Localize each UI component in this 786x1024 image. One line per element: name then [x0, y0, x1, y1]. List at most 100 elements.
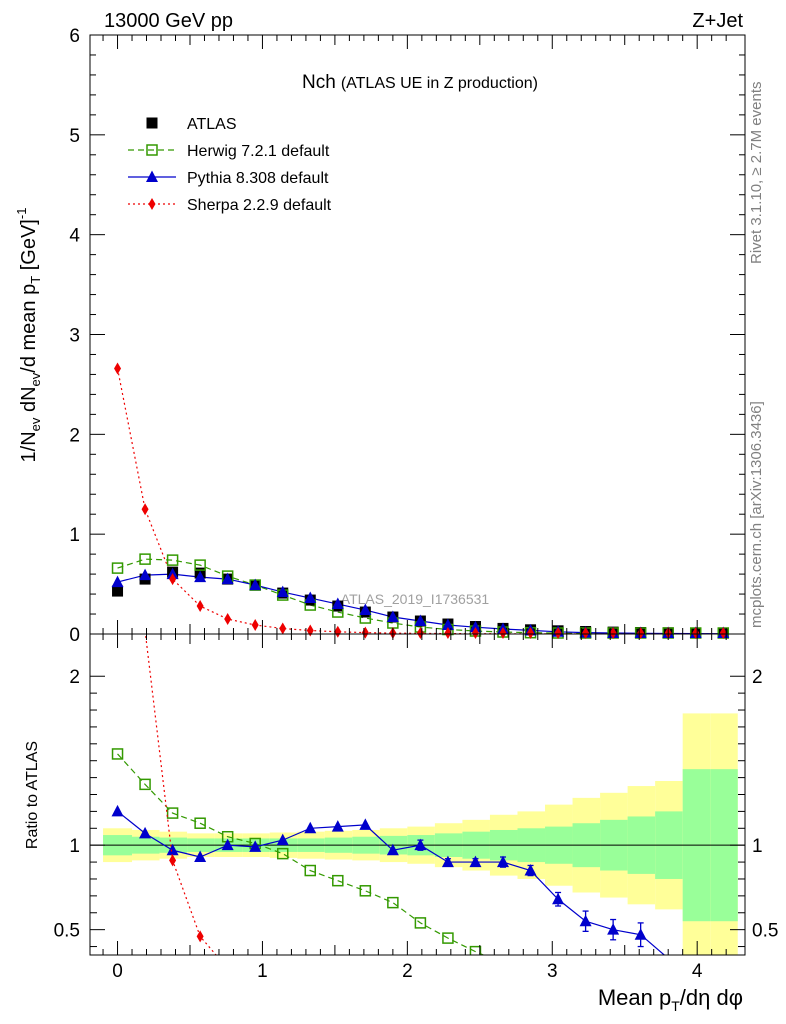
- y-tick-label: 6: [69, 26, 80, 47]
- pythia-point: [386, 610, 399, 623]
- header-left: 13000 GeV pp: [104, 10, 233, 32]
- herwig-ratio-point: [139, 778, 151, 791]
- herwig-ratio-line: [117, 753, 485, 955]
- pythia-ratio-point: [221, 838, 234, 851]
- sherpa-point: [169, 573, 177, 586]
- watermark: ATLAS_2019_I1736531: [341, 591, 490, 607]
- ratio-y-tick-label: 0.5: [54, 921, 80, 942]
- sherpa-point: [499, 627, 507, 639]
- x-tick-label: 2: [402, 961, 413, 982]
- sherpa-point: [719, 627, 727, 639]
- ratio-y-tick-label: 1: [69, 836, 80, 857]
- pythia-ratio-point: [166, 843, 179, 856]
- pythia-ratio-point: [524, 864, 537, 876]
- pythia-ratio-point: [139, 826, 152, 839]
- pythia-ratio-point: [359, 818, 372, 830]
- pythia-ratio-point: [552, 892, 565, 905]
- sherpa-point: [251, 619, 259, 632]
- pythia-point: [139, 568, 152, 581]
- ratio-y-tick-label-right: 1: [752, 836, 763, 857]
- ratio-y-label: Ratio to ATLAS: [24, 741, 41, 849]
- ratio-bands: [90, 713, 745, 955]
- pythia-ratio-point: [386, 843, 399, 856]
- herwig-ratio-point: [414, 917, 427, 929]
- x-axis-ticks: 0 1 2 3 4: [102, 35, 727, 982]
- main-y-ticks: 0 1 2 3 4 5 6: [69, 26, 745, 646]
- pythia-point: [249, 578, 262, 591]
- pythia-point: [194, 570, 207, 583]
- sherpa-point: [196, 600, 204, 613]
- herwig-point: [111, 562, 124, 574]
- pythia-point: [441, 618, 454, 631]
- pythia-point: [359, 603, 372, 616]
- sherpa-point: [361, 626, 369, 639]
- pythia-ratio-point: [111, 804, 124, 817]
- sherpa-ratio-point: [196, 930, 204, 943]
- pythia-point: [469, 620, 482, 633]
- sherpa-legend-marker: [148, 198, 156, 210]
- main-panel: Nch (ATLAS UE in Z production) ATLAS_2019…: [14, 26, 746, 646]
- sherpa-point: [306, 624, 314, 637]
- pythia-ratio-point: [331, 820, 344, 832]
- ratio-y-ticks: 0.5 0.5 1 1 2 2: [54, 667, 778, 948]
- y-tick-label: 1: [69, 525, 80, 546]
- pythia-ratio-point: [249, 840, 262, 852]
- sherpa-point: [334, 625, 342, 638]
- pythia-point: [331, 597, 344, 610]
- herwig-point: [166, 554, 179, 566]
- herwig-ratio-point: [359, 885, 372, 897]
- y-tick-label: 3: [69, 326, 80, 347]
- ratio-series: [111, 634, 666, 955]
- pythia-legend-marker: [146, 170, 158, 182]
- pythia-ratio-point: [194, 850, 207, 863]
- herwig-ratio-point: [469, 945, 482, 955]
- pythia-ratio-point: [607, 923, 620, 935]
- pythia-ratio-point: [469, 855, 482, 868]
- ratio-y-tick-label: 2: [69, 667, 80, 688]
- herwig-ratio-point: [194, 817, 206, 829]
- herwig-legend-label: Herwig 7.2.1 default: [187, 143, 330, 160]
- y-tick-label: 2: [69, 425, 80, 446]
- herwig-point: [194, 559, 206, 571]
- herwig-ratio-point: [276, 847, 289, 860]
- side-label-upper: Rivet 3.1.10, ≥ 2.7M events: [748, 82, 765, 265]
- pythia-legend-label: Pythia 8.308 default: [187, 170, 329, 187]
- herwig-ratio-point: [332, 874, 344, 887]
- sherpa-legend-label: Sherpa 2.2.9 default: [187, 197, 332, 214]
- atlas-point: [112, 585, 124, 597]
- sherpa-point: [609, 627, 617, 639]
- main-title: Nch (ATLAS UE in Z production): [302, 72, 538, 93]
- pythia-ratio-point: [441, 855, 454, 868]
- main-title-subtitle: (ATLAS UE in Z production): [341, 75, 538, 92]
- x-tick-label: 1: [257, 961, 268, 982]
- herwig-ratio-point: [111, 748, 124, 760]
- atlas-legend-label: ATLAS: [187, 116, 237, 133]
- sherpa-point: [224, 613, 232, 626]
- sherpa-point: [279, 622, 287, 635]
- sherpa-point: [114, 362, 122, 375]
- pythia-point: [111, 575, 124, 588]
- herwig-point: [139, 553, 151, 565]
- sherpa-point: [527, 627, 535, 639]
- x-tick-label: 3: [547, 961, 558, 982]
- pythia-ratio-point: [579, 914, 592, 927]
- pythia-ratio-point: [304, 821, 317, 834]
- y-tick-label: 0: [69, 625, 80, 646]
- herwig-ratio-point: [166, 807, 179, 819]
- herwig-ratio-point: [387, 896, 399, 909]
- sherpa-point: [554, 627, 562, 639]
- ratio-y-tick-label-right: 0.5: [752, 921, 778, 942]
- x-tick-label: 4: [692, 961, 703, 982]
- legend: ATLAS Herwig 7.2.1 default Pythia 8.308 de…: [128, 116, 332, 214]
- pythia-point: [304, 591, 317, 604]
- sherpa-point: [471, 627, 479, 639]
- pythia-ratio-point: [496, 855, 509, 868]
- main-y-label: 1/Nev dNev/d mean pT [GeV]-1: [14, 208, 43, 463]
- header-right: Z+Jet: [692, 10, 743, 32]
- x-axis-label: Mean pT/dη dφ: [598, 985, 743, 1014]
- main-title-name: Nch: [302, 72, 336, 93]
- y-tick-label: 5: [69, 126, 80, 147]
- x-tick-label: 0: [112, 961, 123, 982]
- sherpa-point: [141, 503, 149, 516]
